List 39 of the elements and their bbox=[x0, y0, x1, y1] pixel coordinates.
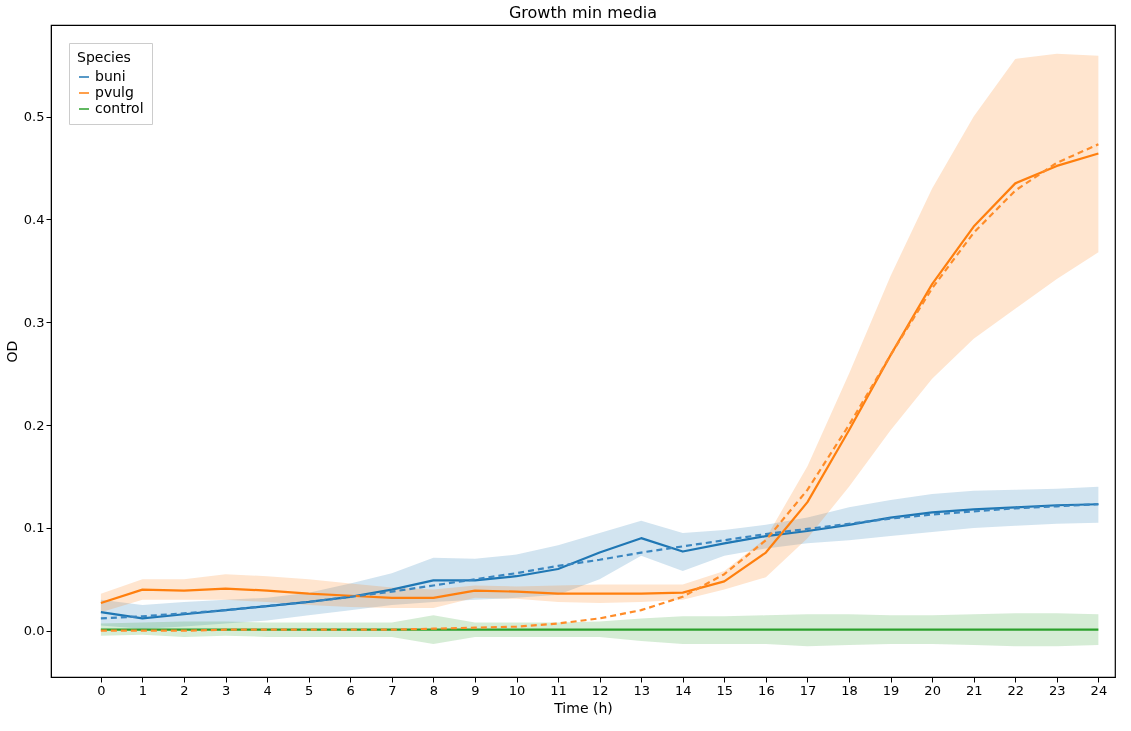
y-tick-label: 0.2 bbox=[23, 417, 45, 433]
legend-label: pvulg bbox=[95, 84, 134, 100]
x-tick-label: 9 bbox=[471, 682, 480, 698]
legend-label: buni bbox=[95, 68, 126, 84]
y-tick-label: 0.4 bbox=[23, 211, 45, 227]
x-tick-label: 14 bbox=[674, 682, 692, 698]
x-tick-label: 15 bbox=[716, 682, 734, 698]
y-tick-label: 0.3 bbox=[23, 314, 45, 330]
y-tick-label: 0.5 bbox=[23, 109, 45, 125]
x-tick-label: 23 bbox=[1049, 682, 1066, 698]
x-tick-label: 17 bbox=[799, 682, 817, 698]
x-tick-label: 20 bbox=[924, 682, 941, 698]
chart-title: Growth min media bbox=[508, 3, 658, 22]
x-tick-label: 3 bbox=[221, 682, 231, 698]
x-tick-label: 24 bbox=[1090, 682, 1108, 698]
y-tick-label: 0.1 bbox=[23, 520, 45, 536]
line-series bbox=[99, 503, 1100, 620]
x-tick-label: 1 bbox=[138, 682, 148, 698]
x-tick-label: 2 bbox=[180, 682, 189, 698]
x-tick-label: 4 bbox=[263, 682, 272, 698]
legend-label: control bbox=[95, 100, 144, 116]
x-tick-label: 12 bbox=[591, 682, 609, 698]
x-tick-label: 7 bbox=[388, 682, 397, 698]
x-tick-label: 11 bbox=[550, 682, 567, 698]
x-tick-label: 19 bbox=[882, 682, 900, 698]
y-axis-title: OD bbox=[3, 340, 20, 363]
legend-title: Species bbox=[77, 49, 131, 65]
y-tick-label: 0.0 bbox=[23, 623, 45, 639]
x-tick-label: 0 bbox=[97, 682, 106, 698]
x-tick-label: 16 bbox=[758, 682, 775, 698]
x-tick-label: 6 bbox=[346, 682, 355, 698]
x-axis-title: Time (h) bbox=[553, 699, 613, 716]
x-tick-label: 8 bbox=[429, 682, 439, 698]
x-tick-label: 21 bbox=[965, 682, 983, 698]
x-tick-label: 5 bbox=[305, 682, 314, 698]
x-tick-label: 18 bbox=[841, 682, 858, 698]
x-tick-label: 10 bbox=[508, 682, 526, 698]
x-tick-label: 13 bbox=[633, 682, 650, 698]
x-tick-label: 22 bbox=[1007, 682, 1025, 698]
